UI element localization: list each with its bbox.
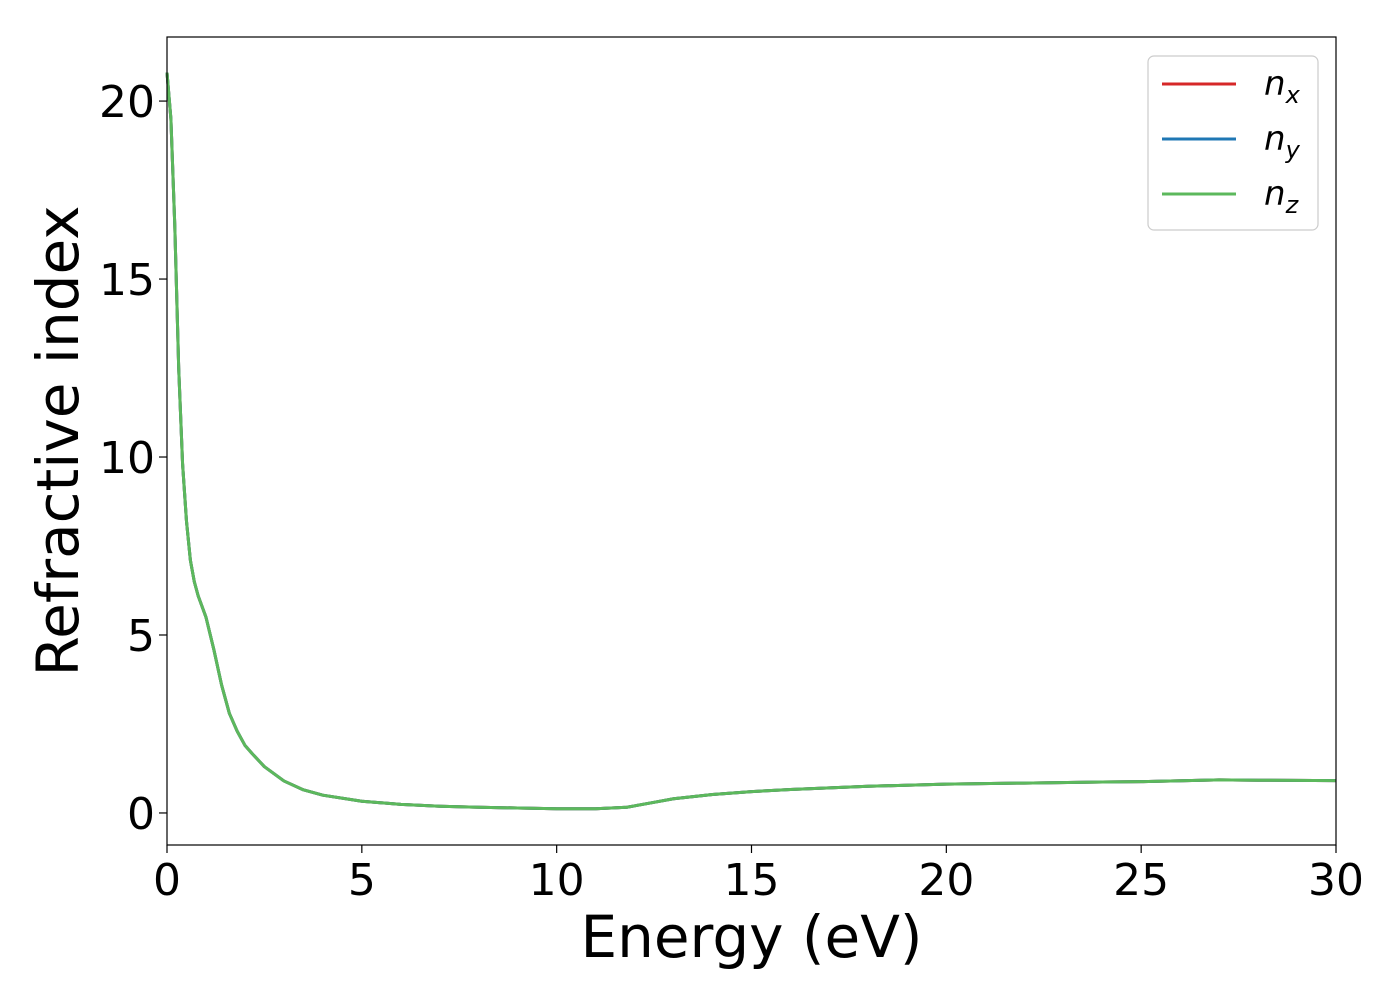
y-tick-label: 5 (127, 611, 155, 662)
y-axis-ticks: 0 5 10 15 20 (99, 77, 167, 840)
legend-entry-nx: nx (1264, 64, 1301, 109)
legend-entry-name: n (1264, 119, 1286, 159)
legend-entry-ny: ny (1264, 119, 1301, 164)
x-axis-label: Energy (eV) (580, 903, 922, 971)
legend-entry-subscript: y (1285, 136, 1301, 164)
x-tick-label: 0 (153, 855, 181, 906)
x-tick-label: 20 (918, 855, 974, 906)
y-tick-label: 15 (99, 255, 155, 306)
x-axis-ticks: 0 5 10 15 20 25 30 (153, 845, 1364, 906)
legend-entry-subscript: x (1285, 81, 1301, 109)
x-tick-label: 15 (724, 855, 780, 906)
x-tick-label: 25 (1113, 855, 1169, 906)
x-tick-label: 5 (348, 855, 376, 906)
y-axis-label: Refractive index (24, 205, 92, 676)
legend-box (1147, 55, 1319, 231)
y-tick-label: 0 (127, 789, 155, 840)
y-tick-label: 20 (99, 77, 155, 128)
legend-entry-nz: nz (1264, 174, 1300, 219)
x-tick-label: 10 (529, 855, 585, 906)
x-tick-label: 30 (1308, 855, 1364, 906)
series-layer (165, 72, 1337, 811)
legend-entry-name: n (1264, 174, 1286, 214)
legend-entry-name: n (1264, 64, 1286, 104)
legend-entry-subscript: z (1285, 191, 1300, 219)
y-tick-label: 10 (99, 433, 155, 484)
series-line-nz (165, 72, 1337, 811)
